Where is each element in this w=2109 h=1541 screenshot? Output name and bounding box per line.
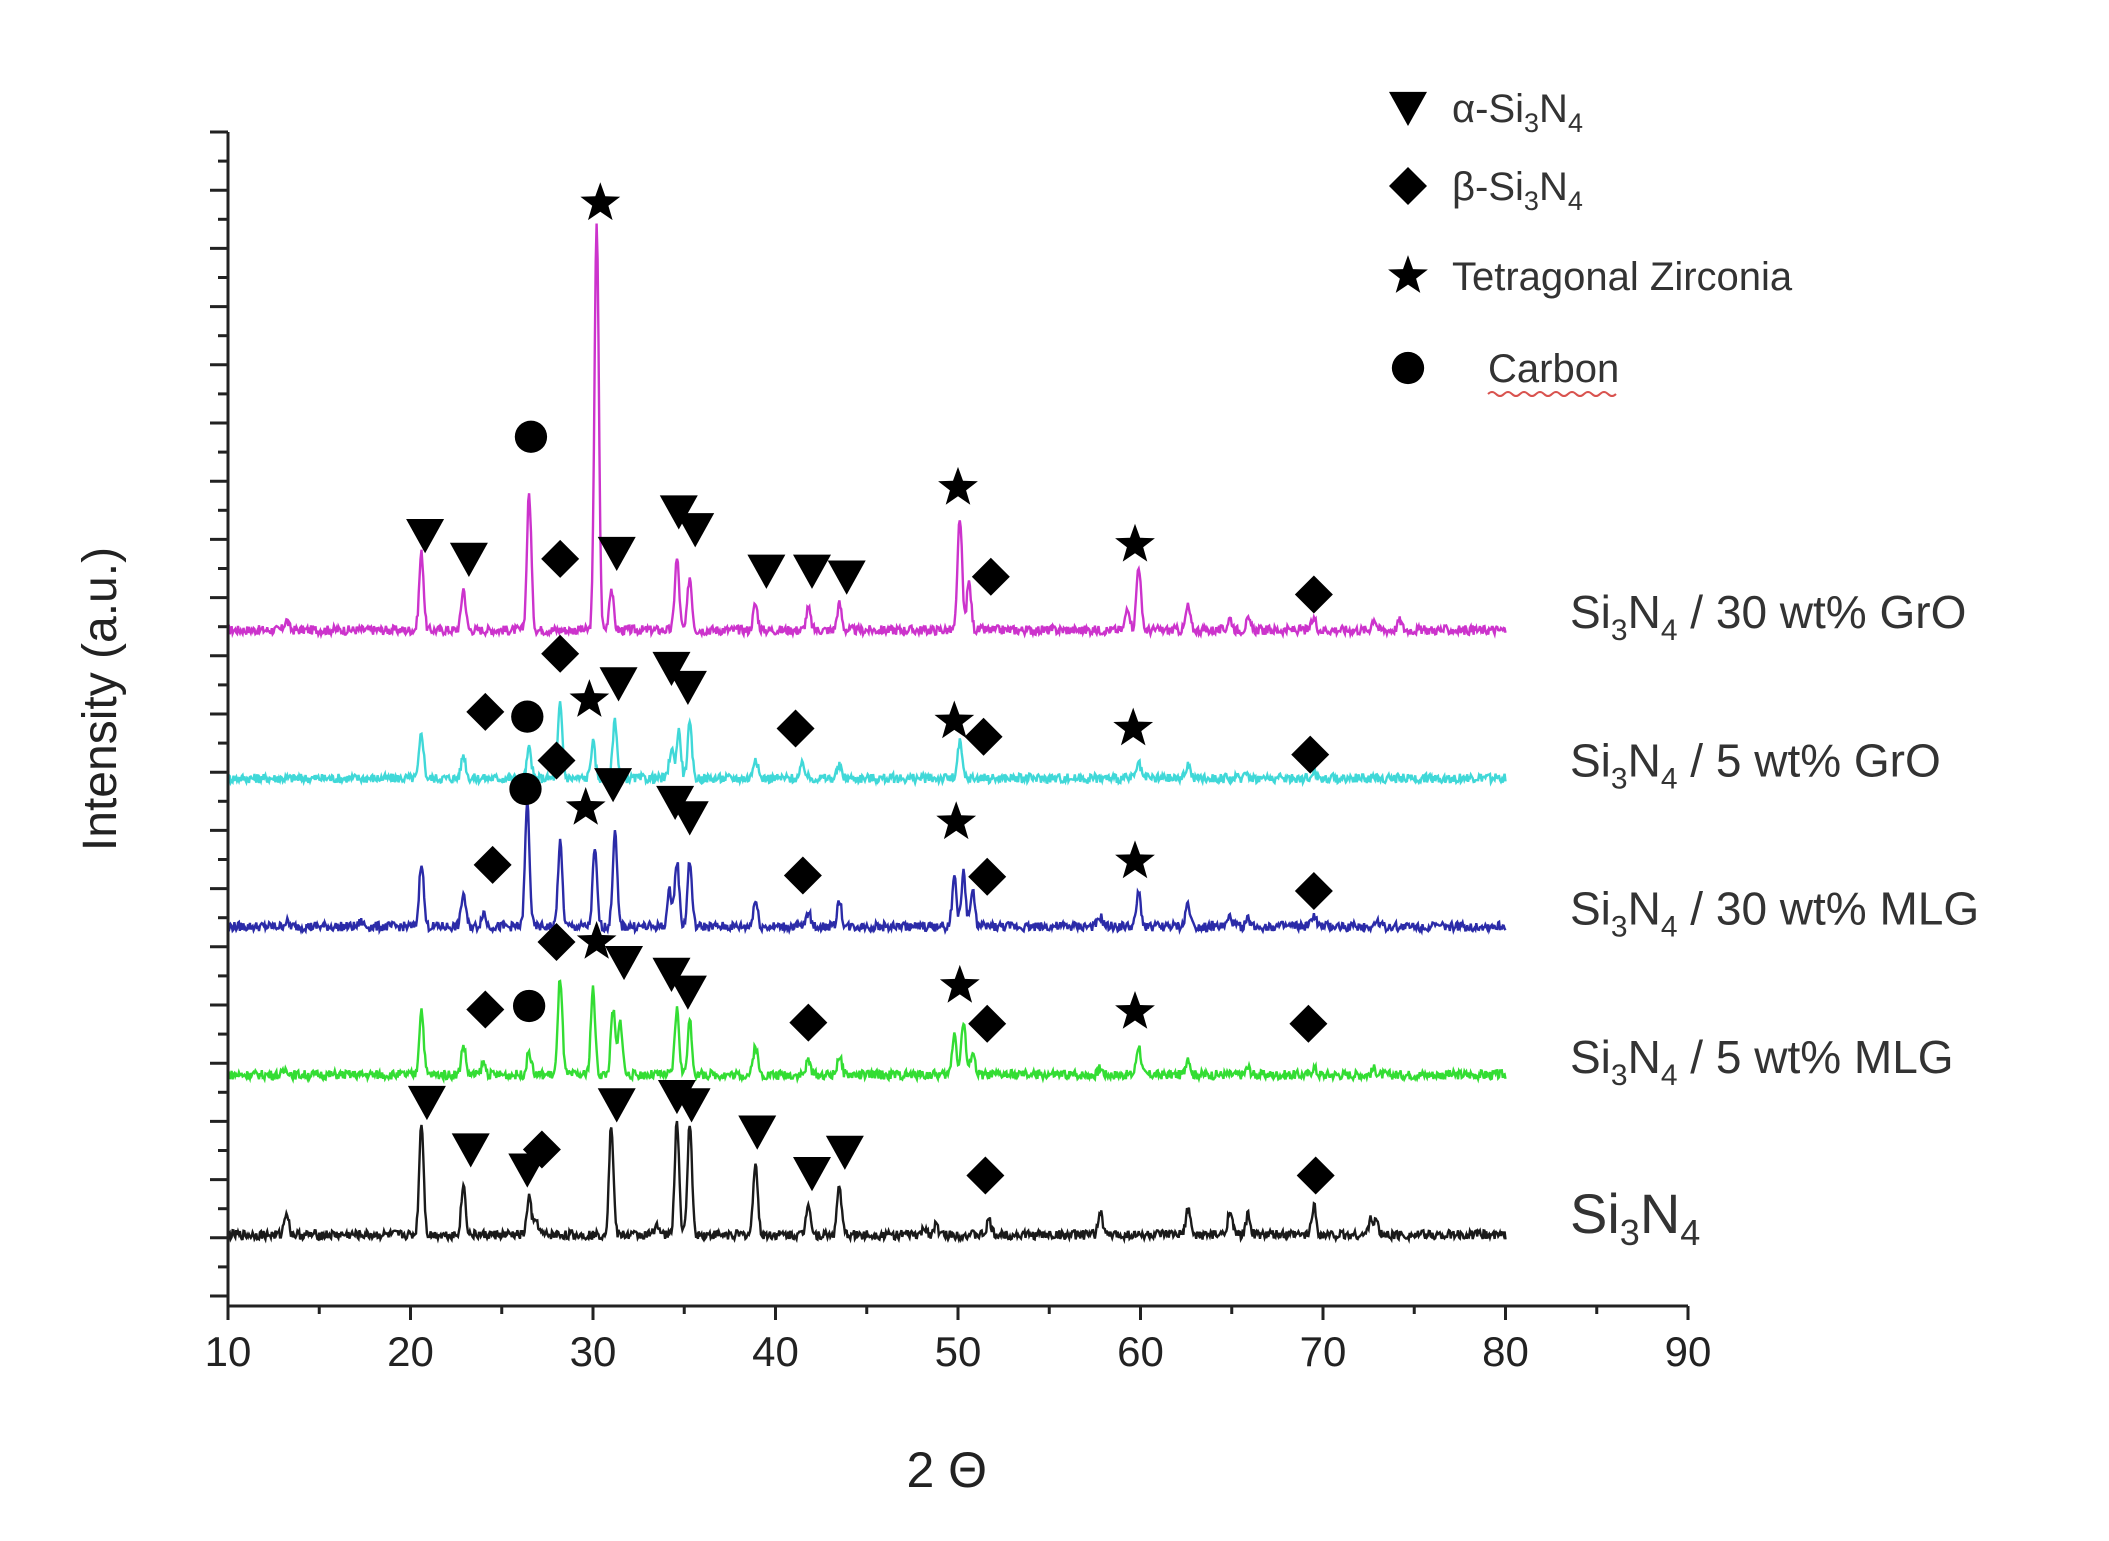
series-line bbox=[226, 799, 1507, 936]
carbon-marker bbox=[514, 420, 548, 453]
alpha-si3n4-marker bbox=[827, 560, 866, 595]
axes: 2 Θ Intensity (a.u.) 10 20 30 40 50 60 70 80 90 bbox=[74, 130, 1712, 1498]
beta-si3n4-marker bbox=[789, 1003, 828, 1042]
alpha-si3n4-marker bbox=[793, 1157, 831, 1192]
series-group bbox=[226, 223, 1507, 1245]
zirconia-marker bbox=[1115, 840, 1155, 879]
beta-si3n4-marker bbox=[971, 557, 1010, 596]
alpha-si3n4-marker bbox=[668, 975, 707, 1010]
x-tick-label: 10 bbox=[205, 1328, 252, 1375]
zirconia-marker bbox=[936, 801, 977, 840]
series-label: Si3N4 / 5 wt% GrO bbox=[1570, 734, 1941, 795]
carbon-marker bbox=[509, 772, 542, 806]
x-tick-label: 50 bbox=[935, 1328, 982, 1375]
alpha-si3n4-marker bbox=[597, 1088, 636, 1123]
legend-item-label: α-Si3N4 bbox=[1452, 87, 1583, 138]
beta-si3n4-marker bbox=[466, 692, 505, 731]
alpha-si3n4-marker bbox=[668, 670, 707, 706]
series-line bbox=[227, 223, 1507, 640]
x-tick-label: 40 bbox=[752, 1328, 799, 1375]
beta-si3n4-marker bbox=[1289, 1004, 1328, 1043]
x-tick-label: 60 bbox=[1117, 1328, 1164, 1375]
alpha-si3n4-marker bbox=[659, 495, 698, 530]
series-label: Si3N4 / 30 wt% GrO bbox=[1570, 586, 1966, 647]
series-label: Si3N4 / 30 wt% MLG bbox=[1570, 883, 1979, 944]
beta-si3n4-marker bbox=[473, 845, 512, 884]
beta-si3n4-marker bbox=[1294, 871, 1333, 910]
beta-si3n4-marker bbox=[522, 1130, 561, 1169]
alpha-si3n4-marker bbox=[825, 1135, 864, 1170]
beta-si3n4-marker bbox=[1296, 1156, 1335, 1195]
beta-si3n4-marker bbox=[783, 856, 822, 895]
carbon-marker bbox=[511, 700, 544, 733]
alpha-si3n4-marker bbox=[670, 801, 709, 836]
legend-item-label: Tetragonal Zirconia bbox=[1452, 255, 1793, 299]
alpha-si3n4-marker bbox=[594, 768, 633, 803]
zirconia-marker bbox=[576, 921, 617, 959]
alpha-si3n4-marker bbox=[747, 554, 786, 589]
series-labels: Si3N4 / 30 wt% GrO Si3N4 / 5 wt% GrO Si3N4… bbox=[1570, 586, 1979, 1253]
y-axis-label: Intensity (a.u.) bbox=[74, 547, 127, 851]
series-line bbox=[226, 701, 1507, 788]
alpha-si3n4-marker bbox=[407, 1085, 446, 1121]
beta-si3n4-marker bbox=[466, 990, 505, 1029]
x-tick-label: 80 bbox=[1482, 1328, 1529, 1375]
zirconia-marker bbox=[1388, 255, 1428, 293]
zirconia-marker bbox=[569, 679, 610, 717]
zirconia-marker bbox=[938, 466, 978, 505]
alpha-si3n4-marker bbox=[672, 1088, 711, 1123]
alpha-si3n4-marker bbox=[449, 542, 488, 577]
spellcheck-underline bbox=[1487, 391, 1617, 397]
zirconia-marker bbox=[1113, 707, 1154, 746]
x-tick-label: 30 bbox=[570, 1328, 617, 1375]
zirconia-marker bbox=[934, 700, 975, 739]
alpha-si3n4-marker bbox=[406, 519, 445, 554]
alpha-si3n4-marker bbox=[652, 957, 691, 993]
series-label: Si3N4 bbox=[1570, 1182, 1700, 1253]
beta-si3n4-marker bbox=[537, 741, 576, 780]
beta-si3n4-marker bbox=[776, 709, 815, 748]
x-tick-label: 70 bbox=[1300, 1328, 1347, 1375]
beta-si3n4-marker bbox=[537, 922, 576, 961]
zirconia-marker bbox=[1115, 523, 1155, 562]
alpha-si3n4-marker bbox=[451, 1133, 490, 1168]
alpha-si3n4-marker bbox=[605, 945, 644, 981]
legend-item-label: Carbon bbox=[1488, 347, 1619, 391]
beta-si3n4-marker bbox=[1389, 167, 1427, 205]
series-line bbox=[226, 1120, 1507, 1245]
beta-si3n4-marker bbox=[541, 634, 580, 673]
zirconia-marker bbox=[580, 182, 621, 221]
beta-si3n4-marker bbox=[968, 857, 1007, 896]
alpha-si3n4-marker bbox=[597, 536, 636, 572]
legend: α-Si3N4 β-Si3N4 Tetragonal Zirconia Carbon bbox=[1388, 87, 1793, 397]
zirconia-marker bbox=[939, 964, 980, 1003]
x-tick-label: 90 bbox=[1665, 1328, 1712, 1375]
alpha-si3n4-marker bbox=[599, 667, 638, 702]
beta-si3n4-marker bbox=[1291, 735, 1330, 774]
alpha-si3n4-marker bbox=[1389, 91, 1427, 127]
series-line bbox=[227, 979, 1507, 1085]
zirconia-marker bbox=[1115, 991, 1155, 1029]
alpha-si3n4-marker bbox=[793, 554, 831, 589]
alpha-si3n4-marker bbox=[676, 513, 715, 548]
beta-si3n4-marker bbox=[1294, 575, 1333, 614]
legend-item-label: β-Si3N4 bbox=[1452, 165, 1583, 216]
x-tick-label: 20 bbox=[387, 1328, 434, 1375]
carbon-marker bbox=[1391, 351, 1425, 385]
zirconia-marker bbox=[565, 787, 606, 825]
alpha-si3n4-marker bbox=[738, 1115, 777, 1150]
series-label: Si3N4 / 5 wt% MLG bbox=[1570, 1031, 1954, 1092]
beta-si3n4-marker bbox=[966, 1156, 1005, 1195]
beta-si3n4-marker bbox=[541, 539, 580, 578]
peak-markers bbox=[406, 182, 1335, 1195]
beta-si3n4-marker bbox=[968, 1004, 1007, 1043]
alpha-si3n4-marker bbox=[652, 651, 691, 687]
carbon-marker bbox=[512, 989, 546, 1023]
beta-si3n4-marker bbox=[964, 717, 1003, 756]
x-axis-label: 2 Θ bbox=[906, 1442, 987, 1498]
